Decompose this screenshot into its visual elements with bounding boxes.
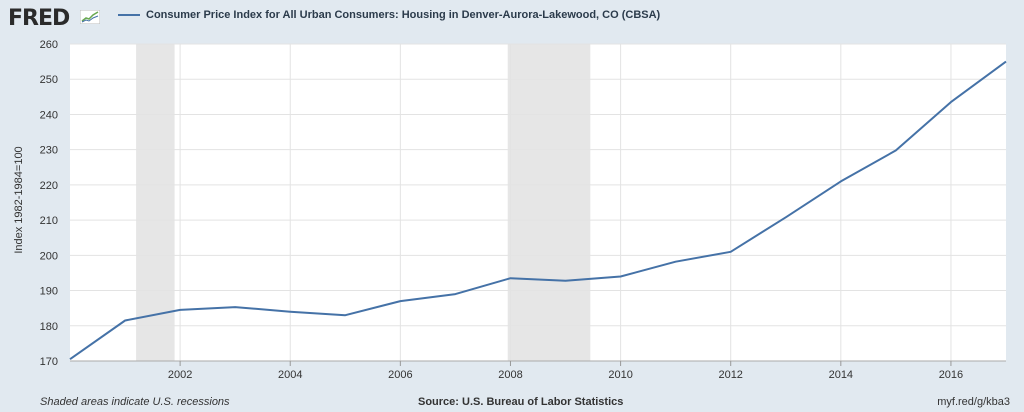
chart-header: FRED Consumer Price Index for All Urban … [0, 0, 1024, 36]
recession-note: Shaded areas indicate U.S. recessions [40, 396, 230, 408]
recession-band [507, 44, 591, 361]
y-tick-label: 240 [40, 109, 58, 121]
y-tick-label: 230 [40, 145, 58, 157]
y-tick-label: 210 [40, 215, 58, 227]
series-line[interactable] [69, 60, 1007, 361]
y-tick-label: 200 [40, 250, 58, 262]
y-tick-label: 180 [40, 321, 58, 333]
x-tick-label: 2002 [168, 369, 192, 381]
x-tick-label: 2016 [939, 369, 963, 381]
x-tick-label: 2014 [829, 369, 853, 381]
y-tick-label: 170 [40, 356, 58, 368]
x-tick-label: 2012 [718, 369, 742, 381]
y-tick-label: 250 [40, 74, 58, 86]
y-tick-label: 190 [40, 286, 58, 298]
source-note[interactable]: Source: U.S. Bureau of Labor Statistics [418, 396, 624, 408]
x-tick-label: 2006 [388, 369, 412, 381]
fred-chart-icon [80, 10, 100, 24]
legend[interactable]: Consumer Price Index for All Urban Consu… [118, 9, 660, 21]
y-tick-label: 220 [40, 180, 58, 192]
x-tick-label: 2004 [278, 369, 302, 381]
x-tick-label: 2008 [498, 369, 522, 381]
fred-logo[interactable]: FRED [8, 6, 70, 31]
legend-label: Consumer Price Index for All Urban Consu… [146, 9, 661, 21]
y-axis-label: Index 1982-1984=100 [13, 146, 25, 253]
recession-bands [136, 44, 591, 361]
y-axis-ticks: 170 180 190 200 210 220 230 240 250 260 [40, 39, 58, 368]
gridlines [70, 43, 1006, 362]
x-tick-label: 2010 [608, 369, 632, 381]
short-link[interactable]: myf.red/g/kba3 [937, 396, 1010, 408]
x-axis-ticks: 2002 2004 2006 2008 2010 2012 2014 2016 [168, 361, 963, 381]
series-lines [69, 60, 1007, 361]
y-tick-label: 260 [40, 39, 58, 51]
legend-swatch [118, 14, 140, 16]
recession-band [136, 44, 175, 361]
